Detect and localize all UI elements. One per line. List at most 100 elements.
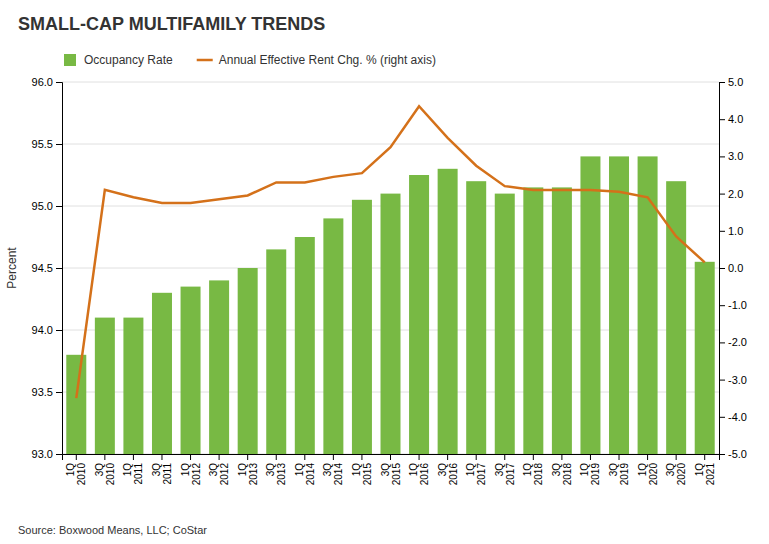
tick: 3Q2018 bbox=[551, 454, 573, 485]
tick-mark bbox=[533, 454, 534, 460]
tick-mark bbox=[719, 156, 725, 157]
tick-mark bbox=[56, 206, 62, 207]
tick-label: 0.0 bbox=[728, 262, 743, 274]
tick-mark bbox=[190, 454, 191, 460]
tick-label: 3Q2020 bbox=[665, 463, 687, 486]
tick: -5.0 bbox=[719, 448, 747, 460]
tick-label: 1Q2013 bbox=[237, 463, 259, 486]
tick-label: 3Q2015 bbox=[380, 463, 402, 486]
tick-mark bbox=[719, 231, 725, 232]
plot: 1Q20103Q20101Q20113Q20111Q20123Q20121Q20… bbox=[5, 76, 747, 485]
tick: 3Q2015 bbox=[380, 454, 402, 485]
tick-label: -5.0 bbox=[728, 448, 747, 460]
tick-mark bbox=[719, 417, 725, 418]
tick: -3.0 bbox=[719, 374, 747, 386]
tick-mark bbox=[361, 454, 362, 460]
tick: 95.0 bbox=[32, 200, 62, 212]
tick-label: 94.0 bbox=[32, 324, 53, 336]
tick: 1Q2015 bbox=[351, 454, 373, 485]
tick: 3Q2014 bbox=[322, 454, 344, 485]
tick-label: 3Q2013 bbox=[265, 463, 287, 486]
axis-line bbox=[56, 83, 63, 455]
tick-label: 1Q2019 bbox=[579, 463, 601, 486]
tick: 1.0 bbox=[719, 225, 743, 237]
bar bbox=[609, 156, 629, 454]
tick-label: 3Q2018 bbox=[551, 463, 573, 486]
tick: 1Q2017 bbox=[465, 454, 487, 485]
tick-mark bbox=[719, 194, 725, 195]
tick-mark bbox=[561, 454, 562, 460]
tick-mark bbox=[161, 454, 162, 460]
legend: Occupancy Rate Annual Effective Rent Chg.… bbox=[64, 53, 436, 67]
tick: 94.0 bbox=[32, 324, 62, 336]
tick: 1Q2010 bbox=[65, 454, 87, 485]
marks bbox=[66, 106, 714, 454]
tick-label: 95.5 bbox=[32, 138, 53, 150]
tick: 3Q2011 bbox=[151, 454, 173, 485]
tick: 93.5 bbox=[32, 386, 62, 398]
tick: 3Q2012 bbox=[208, 454, 230, 485]
y-axis-title: Percent bbox=[5, 247, 19, 289]
tick-mark bbox=[504, 454, 505, 460]
tick-label: 3Q2017 bbox=[494, 463, 516, 486]
bar bbox=[495, 194, 515, 454]
tick-mark bbox=[56, 454, 62, 455]
bar bbox=[352, 200, 372, 454]
y-axis: 93.093.594.094.595.095.596.0 bbox=[32, 76, 63, 460]
tick-mark bbox=[719, 305, 725, 306]
tick-mark bbox=[719, 380, 725, 381]
tick-label: 5.0 bbox=[728, 76, 743, 88]
tick: 3Q2019 bbox=[608, 454, 630, 485]
bar bbox=[580, 156, 600, 454]
tick: 1Q2020 bbox=[637, 454, 659, 485]
bar bbox=[552, 187, 572, 454]
tick: 1Q2018 bbox=[522, 454, 544, 485]
tick-label: 4.0 bbox=[728, 113, 743, 125]
tick-mark bbox=[390, 454, 391, 460]
tick-label: -1.0 bbox=[728, 299, 747, 311]
legend-label: Occupancy Rate bbox=[84, 53, 173, 67]
tick-label: 1.0 bbox=[728, 225, 743, 237]
tick: 3Q2020 bbox=[665, 454, 687, 485]
legend-label: Annual Effective Rent Chg. % (right axis… bbox=[219, 53, 436, 67]
tick-mark bbox=[719, 454, 725, 455]
tick-mark bbox=[76, 454, 77, 460]
bar bbox=[209, 280, 229, 454]
tick: 5.0 bbox=[719, 76, 743, 88]
tick-mark bbox=[647, 454, 648, 460]
tick-mark bbox=[104, 454, 105, 460]
bar bbox=[95, 318, 115, 454]
y2-axis: -5.0-4.0-3.0-2.0-1.00.01.02.03.04.05.0 bbox=[719, 76, 747, 460]
tick-label: 1Q2011 bbox=[122, 463, 144, 485]
tick-mark bbox=[719, 119, 725, 120]
legend-swatch bbox=[64, 54, 76, 66]
tick-label: 3Q2012 bbox=[208, 463, 230, 486]
tick: 1Q2019 bbox=[579, 454, 601, 485]
tick-mark bbox=[247, 454, 248, 460]
tick-mark bbox=[476, 454, 477, 460]
tick-label: 96.0 bbox=[32, 76, 53, 88]
legend-swatch bbox=[197, 59, 213, 62]
bar bbox=[695, 262, 715, 454]
x-axis: 1Q20103Q20101Q20113Q20111Q20123Q20121Q20… bbox=[63, 454, 720, 485]
annotation: Source: Boxwood Means, LLC; CoStar bbox=[18, 524, 207, 536]
tick-mark bbox=[56, 392, 62, 393]
tick: 3Q2016 bbox=[437, 454, 459, 485]
chart: SMALL-CAP MULTIFAMILY TRENDS1Q20103Q2010… bbox=[0, 0, 769, 544]
tick: 1Q2021 bbox=[694, 454, 716, 485]
bar bbox=[523, 187, 543, 454]
tick-label: 3Q2019 bbox=[608, 463, 630, 486]
tick-mark bbox=[333, 454, 334, 460]
tick-label: 1Q2012 bbox=[180, 463, 202, 486]
bar bbox=[409, 175, 429, 454]
tick-mark bbox=[590, 454, 591, 460]
tick-label: -3.0 bbox=[728, 374, 747, 386]
tick: 1Q2011 bbox=[122, 454, 144, 485]
axis-line bbox=[63, 455, 720, 461]
tick: 0.0 bbox=[719, 262, 743, 274]
tick-label: 3.0 bbox=[728, 150, 743, 162]
tick-mark bbox=[719, 268, 725, 269]
tick-label: 2.0 bbox=[728, 188, 743, 200]
tick: 3Q2013 bbox=[265, 454, 287, 485]
bar bbox=[295, 237, 315, 454]
